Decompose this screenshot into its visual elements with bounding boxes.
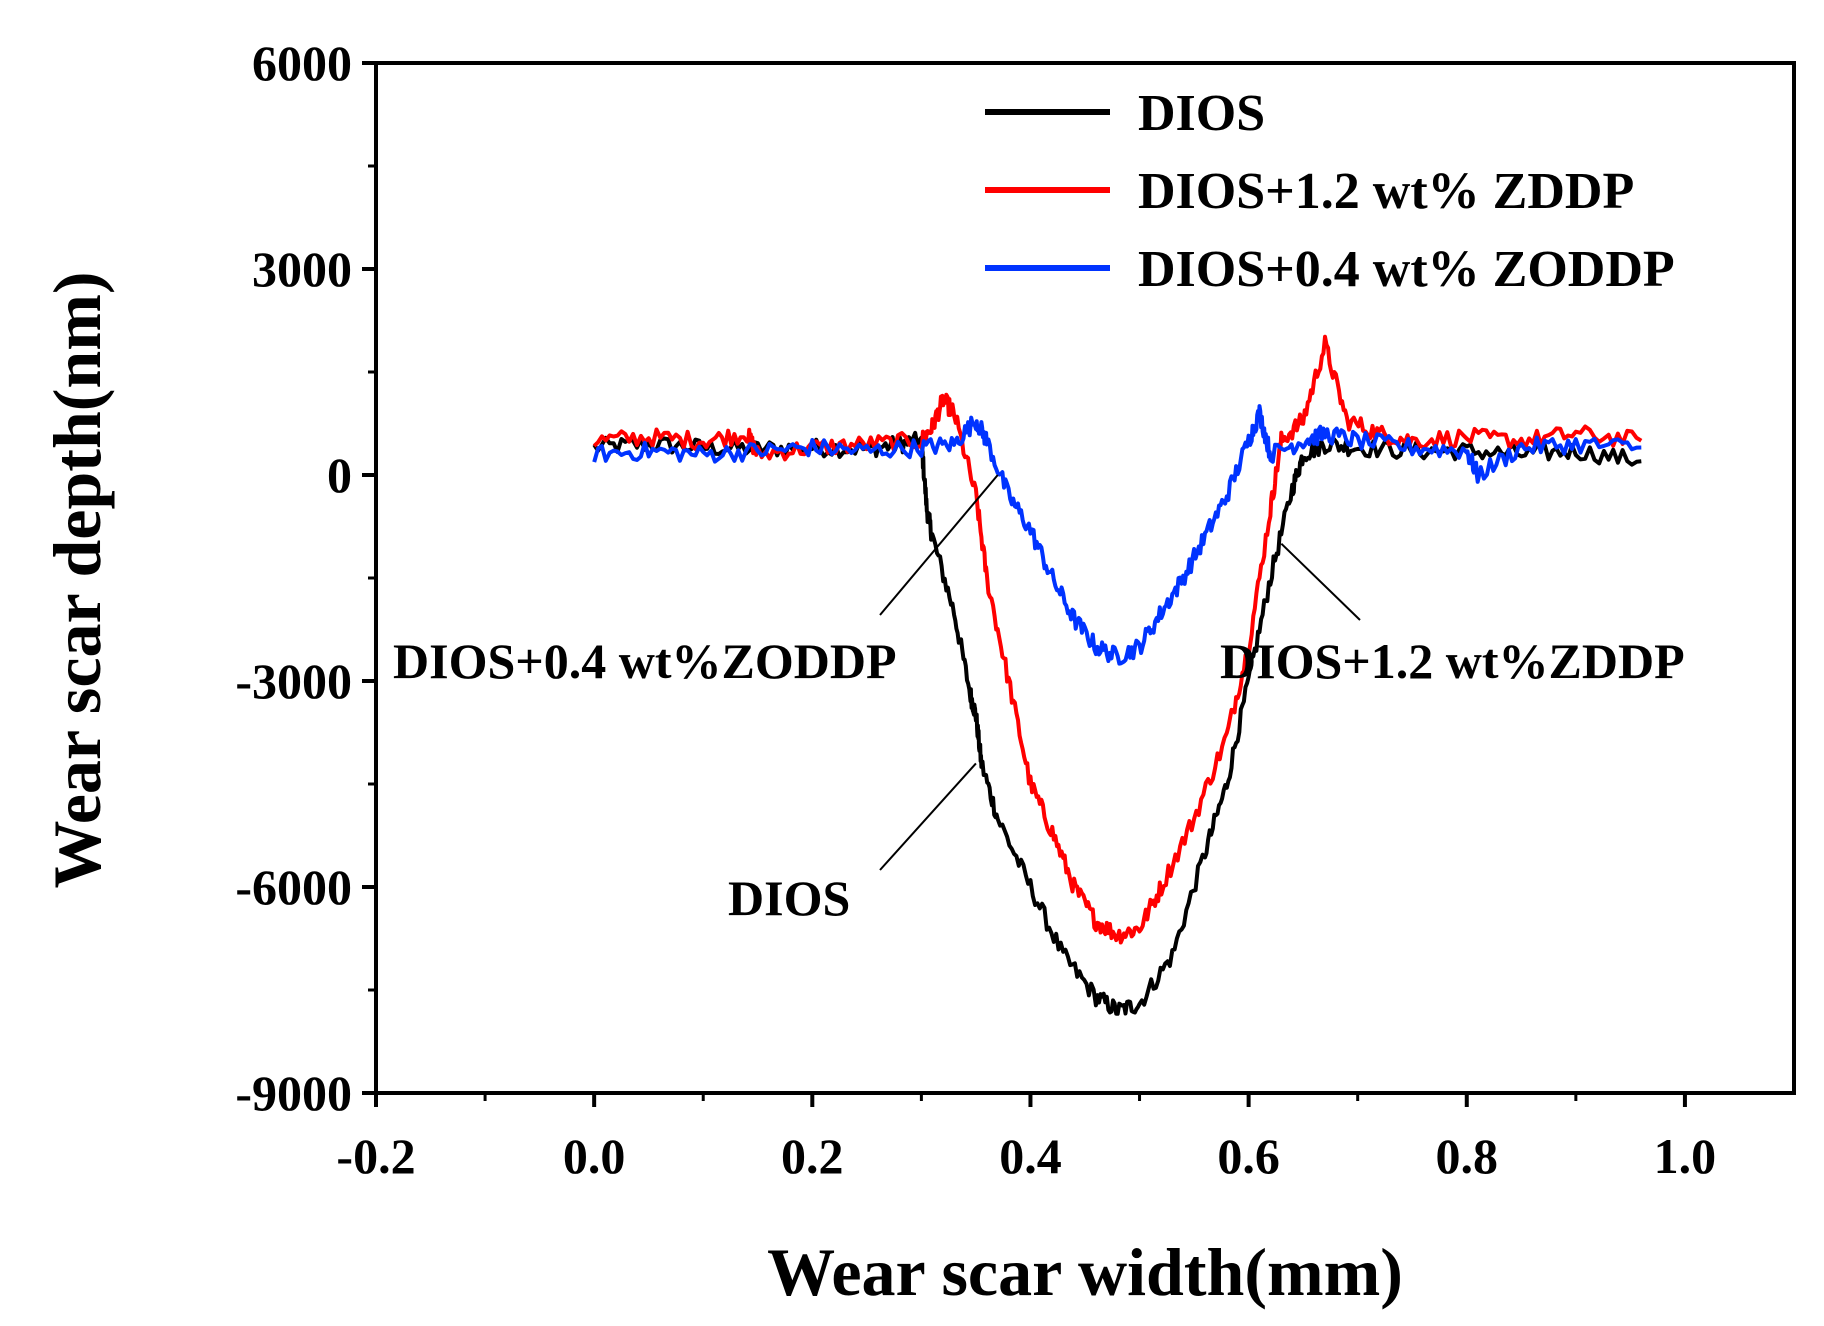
y-tick-label: -3000 xyxy=(235,653,352,709)
y-tick-label: -9000 xyxy=(235,1065,352,1121)
y-axis-title: Wear scar depth(nm) xyxy=(39,271,115,888)
x-tick-label: 0.2 xyxy=(781,1128,844,1184)
annotation-label-zddp: DIOS+1.2 wt%ZDDP xyxy=(1220,633,1685,689)
y-tick-label: -6000 xyxy=(235,859,352,915)
x-axis-title: Wear scar width(mm) xyxy=(767,1234,1403,1310)
tick-labels-layer: -0.2 0.0 0.2 0.4 0.6 0.8 1.0 -9000 -6000 -3000 0 30… xyxy=(235,35,1716,1184)
x-tick-label: 0.4 xyxy=(999,1128,1062,1184)
x-tick-label: 0.0 xyxy=(563,1128,626,1184)
legend-label-dios: DIOS xyxy=(1138,85,1265,142)
y-tick-label: 3000 xyxy=(252,241,352,297)
series-line-2 xyxy=(592,404,1642,666)
y-tick-label: 0 xyxy=(327,447,352,503)
annotation-arrow-dios xyxy=(879,762,977,871)
ticks-layer xyxy=(362,61,1687,1107)
legend-label-zddp: DIOS+1.2 wt% ZDDP xyxy=(1138,163,1634,220)
annotation-label-zoddp: DIOS+0.4 wt%ZODDP xyxy=(393,633,897,689)
legend: DIOS DIOS+1.2 wt% ZDDP DIOS+0.4 wt% ZODD… xyxy=(985,85,1675,298)
x-tick-label: 1.0 xyxy=(1654,1128,1717,1184)
legend-label-zoddp: DIOS+0.4 wt% ZODDP xyxy=(1138,241,1675,298)
annotations: DIOS+0.4 wt%ZODDP DIOS+1.2 wt%ZDDP DIOS xyxy=(393,474,1685,926)
series-line-0 xyxy=(592,430,1642,1016)
x-tick-label: -0.2 xyxy=(336,1128,415,1184)
annotation-arrow-zddp xyxy=(1280,542,1361,621)
annotation-label-dios: DIOS xyxy=(728,870,850,926)
annotation-arrow-zoddp xyxy=(879,474,999,616)
x-tick-label: 0.6 xyxy=(1217,1128,1280,1184)
x-tick-label: 0.8 xyxy=(1436,1128,1499,1184)
series-layer xyxy=(592,334,1643,1016)
y-tick-label: 6000 xyxy=(252,35,352,91)
